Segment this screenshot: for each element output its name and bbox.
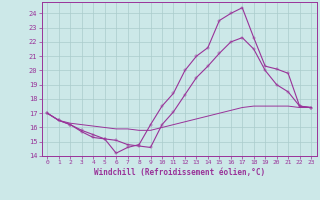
X-axis label: Windchill (Refroidissement éolien,°C): Windchill (Refroidissement éolien,°C): [94, 168, 265, 177]
